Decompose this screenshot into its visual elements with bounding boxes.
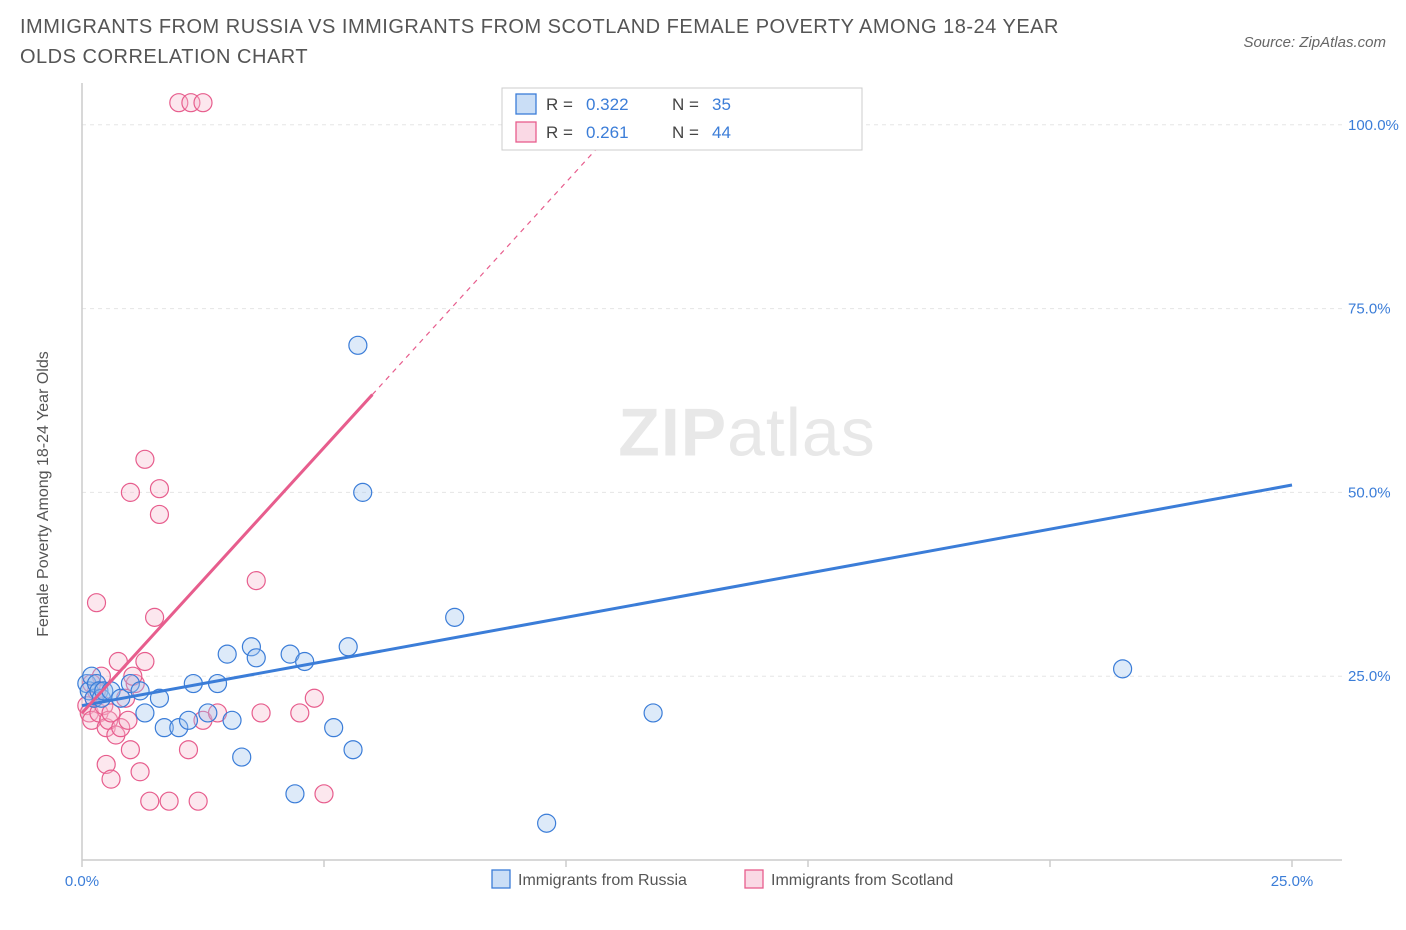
x-tick-label: 25.0% xyxy=(1271,873,1314,890)
data-point xyxy=(247,572,265,590)
watermark: ZIPatlas xyxy=(618,395,875,471)
legend-swatch xyxy=(745,870,763,888)
chart-title: IMMIGRANTS FROM RUSSIA VS IMMIGRANTS FRO… xyxy=(20,12,1120,72)
data-point xyxy=(179,741,197,759)
data-point xyxy=(136,450,154,468)
data-point xyxy=(354,483,372,501)
data-point xyxy=(325,719,343,737)
legend-r-value: 0.322 xyxy=(586,95,629,114)
data-point xyxy=(286,785,304,803)
data-point xyxy=(146,608,164,626)
data-point xyxy=(233,748,251,766)
legend-swatch xyxy=(492,870,510,888)
data-point xyxy=(446,608,464,626)
data-point xyxy=(150,505,168,523)
trend-line xyxy=(82,485,1292,706)
legend-n-label: N = xyxy=(672,95,699,114)
legend-series-label: Immigrants from Russia xyxy=(518,872,687,889)
legend-n-value: 35 xyxy=(712,95,731,114)
data-point xyxy=(644,704,662,722)
data-point xyxy=(194,94,212,112)
data-point xyxy=(344,741,362,759)
legend-swatch xyxy=(516,94,536,114)
data-point xyxy=(88,594,106,612)
data-point xyxy=(119,711,137,729)
y-tick-label: 50.0% xyxy=(1348,484,1391,501)
legend-series-label: Immigrants from Scotland xyxy=(771,872,953,889)
data-point xyxy=(121,741,139,759)
trend-line xyxy=(82,395,372,713)
data-point xyxy=(291,704,309,722)
data-point xyxy=(305,689,323,707)
y-tick-label: 25.0% xyxy=(1348,668,1391,685)
data-point xyxy=(315,785,333,803)
legend-n-label: N = xyxy=(672,123,699,142)
data-point xyxy=(339,638,357,656)
scatter-plot: Female Poverty Among 18-24 Year Olds ZIP… xyxy=(52,80,1372,890)
x-tick-label: 0.0% xyxy=(65,873,99,890)
data-point xyxy=(160,792,178,810)
data-point xyxy=(296,652,314,670)
data-point xyxy=(349,336,367,354)
data-point xyxy=(538,814,556,832)
data-point xyxy=(218,645,236,663)
legend-n-value: 44 xyxy=(712,123,731,142)
data-point xyxy=(121,483,139,501)
data-point xyxy=(252,704,270,722)
data-point xyxy=(1114,660,1132,678)
data-point xyxy=(247,649,265,667)
source-attribution: Source: ZipAtlas.com xyxy=(1243,34,1386,51)
data-point xyxy=(102,770,120,788)
data-point xyxy=(141,792,159,810)
data-point xyxy=(189,792,207,810)
legend-swatch xyxy=(516,122,536,142)
data-point xyxy=(150,480,168,498)
legend-r-label: R = xyxy=(546,95,573,114)
legend-r-value: 0.261 xyxy=(586,123,629,142)
data-point xyxy=(136,704,154,722)
legend-r-label: R = xyxy=(546,123,573,142)
y-tick-label: 75.0% xyxy=(1348,301,1391,318)
y-axis-label: Female Poverty Among 18-24 Year Olds xyxy=(35,351,53,637)
data-point xyxy=(131,763,149,781)
data-point xyxy=(136,652,154,670)
data-point xyxy=(223,711,241,729)
data-point xyxy=(199,704,217,722)
y-tick-label: 100.0% xyxy=(1348,117,1399,134)
data-point xyxy=(179,711,197,729)
